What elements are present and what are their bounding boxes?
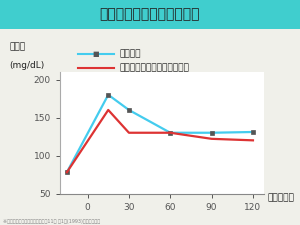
Text: 食後の血糖値上昇抑制作用: 食後の血糖値上昇抑制作用 <box>100 8 200 22</box>
Text: 時間（分）: 時間（分） <box>267 194 294 202</box>
Text: お茶＋難消化性デキストリン: お茶＋難消化性デキストリン <box>120 63 190 72</box>
Text: 血糖値: 血糖値 <box>9 43 25 52</box>
FancyBboxPatch shape <box>0 0 300 29</box>
Text: (mg/dL): (mg/dL) <box>9 61 44 70</box>
Text: ■: ■ <box>93 51 99 57</box>
Text: お茶のみ: お茶のみ <box>120 50 142 58</box>
Text: ※日本食物繊維協会研究会誌、第11巻 第1号(1993)より要薦作成: ※日本食物繊維協会研究会誌、第11巻 第1号(1993)より要薦作成 <box>3 219 100 224</box>
